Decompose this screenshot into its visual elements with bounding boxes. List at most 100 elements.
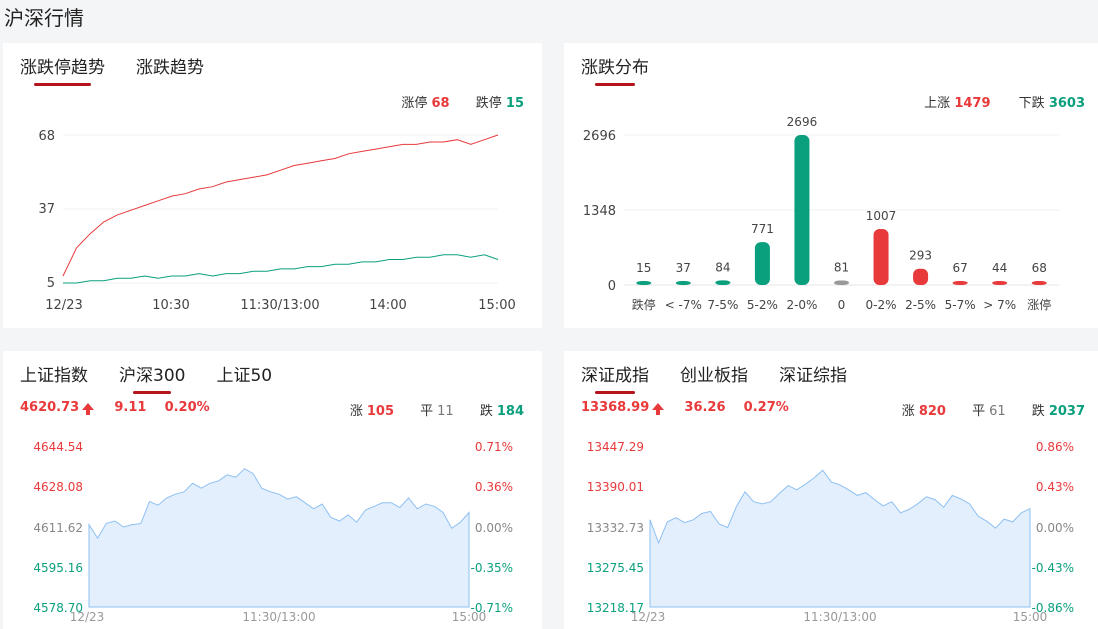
rise-fall-distribution-card: 涨跌分布 上涨 1479 下跌 3603 2696 1348 0 15 跌停 37 <… (564, 43, 1098, 328)
up-count-label: 涨 (349, 404, 363, 419)
category-label: 7-5% (707, 298, 738, 312)
limit-trend-chart: 68 37 5 12/23 10:30 11:30/13:00 14:00 15… (38, 129, 515, 313)
legend-down-value: 15 (505, 96, 524, 111)
x-tick-label: 12/23 (631, 610, 666, 624)
x-tick-label: 12/23 (70, 610, 105, 624)
y-right-label: 0.71% (475, 440, 513, 454)
index-price: 13368.99 (581, 400, 650, 415)
arrow-up-icon (82, 403, 95, 415)
bar-value-label: 771 (751, 222, 774, 236)
legend-up-value: 68 (431, 96, 450, 111)
arrow-up-icon (652, 403, 665, 415)
bar (952, 281, 968, 285)
y-left-label: 4644.54 (33, 440, 83, 454)
tab-csi300[interactable]: 沪深300 (119, 361, 185, 394)
index-change: 36.26 (684, 400, 726, 415)
category-label: > 7% (983, 298, 1016, 312)
trend-tabs: 涨跌停趋势 涨跌趋势 (20, 53, 235, 86)
y-tick-label: 68 (38, 129, 55, 144)
up-count: 105 (366, 404, 394, 419)
x-tick-label: 11:30/13:00 (240, 298, 319, 313)
y-left-label: 4595.16 (33, 561, 83, 575)
x-tick-label: 15:00 (1013, 610, 1048, 624)
category-label: 涨停 (1027, 297, 1051, 312)
distribution-chart: 2696 1348 0 15 跌停 37 < -7% 84 7-5% 771 5-2% 2696… (583, 115, 1059, 312)
y-right-label: -0.35% (471, 561, 513, 575)
x-tick-label: 11:30/13:00 (242, 610, 315, 624)
y-tick-label: 2696 (583, 129, 616, 144)
x-tick-label: 14:00 (369, 298, 406, 313)
flat-count-label: 平 (972, 404, 986, 419)
y-tick-label: 5 (47, 276, 55, 291)
index-quote: 4620.73 9.11 0.20% (20, 400, 224, 415)
bar-value-label: 37 (676, 261, 691, 275)
page-title: 沪深行情 (4, 6, 84, 30)
legend-up-label: 上涨 (924, 96, 951, 111)
bar-value-label: 67 (952, 261, 967, 275)
series-line-limit-down (63, 254, 499, 284)
bar (913, 268, 929, 285)
y-left-label: 13447.29 (587, 440, 644, 454)
bar-value-label: 293 (909, 249, 932, 263)
limit-trend-card: 涨跌停趋势 涨跌趋势 涨停 68 跌停 15 68 37 5 12/23 10:… (3, 43, 542, 328)
y-right-label: -0.43% (1032, 561, 1074, 575)
index-price: 4620.73 (20, 400, 80, 415)
y-left-label: 13390.01 (587, 480, 644, 494)
y-left-label: 4628.08 (33, 480, 83, 494)
y-left-label: 4611.62 (33, 521, 83, 535)
y-tick-label: 37 (38, 202, 55, 217)
legend-down-label: 下跌 (1018, 96, 1045, 111)
index-intraday-chart: 4644.54 4628.08 4611.62 4595.16 4578.70 … (33, 440, 513, 624)
up-count: 820 (918, 404, 946, 419)
tab-sse-composite[interactable]: 上证指数 (20, 366, 88, 386)
breadth-counts: 涨 820 平 61 跌 2037 (892, 400, 1085, 419)
tab-chinext[interactable]: 创业板指 (680, 366, 748, 386)
category-label: 5-2% (747, 298, 778, 312)
dist-legend: 上涨 1479 下跌 3603 (924, 92, 1085, 111)
tab-szse-component[interactable]: 深证成指 (581, 361, 649, 394)
bar (873, 228, 889, 285)
x-tick-label: 15:00 (452, 610, 487, 624)
tab-sse50[interactable]: 上证50 (216, 366, 273, 386)
bar (794, 135, 810, 285)
y-tick-label: 1348 (583, 204, 616, 219)
index-area (88, 468, 470, 608)
flat-count-label: 平 (420, 404, 434, 419)
tab-szse-composite[interactable]: 深证综指 (779, 366, 847, 386)
bar (834, 280, 849, 285)
bar-value-label: 84 (715, 260, 730, 274)
index-tabs: 上证指数 沪深300 上证50 (20, 361, 303, 394)
legend-up-value: 1479 (954, 96, 991, 111)
y-tick-label: 0 (608, 279, 616, 294)
down-count-label: 跌 (479, 404, 493, 419)
y-right-label: 0.36% (475, 480, 513, 494)
x-tick-label: 11:30/13:00 (803, 610, 876, 624)
y-right-label: 0.43% (1036, 480, 1074, 494)
tab-limit-trend[interactable]: 涨跌停趋势 (20, 53, 105, 86)
category-label: 跌停 (632, 297, 656, 312)
index-tabs: 深证成指 创业板指 深证综指 (581, 361, 878, 394)
bar (1031, 281, 1047, 285)
category-label: 5-7% (945, 298, 976, 312)
bar-value-label: 81 (834, 260, 849, 274)
legend-down-label: 跌停 (475, 96, 502, 111)
category-label: < -7% (665, 298, 702, 312)
category-label: 0 (838, 298, 846, 312)
index-card-sh: 上证指数 沪深300 上证50 4620.73 9.11 0.20% 涨 105 … (3, 351, 542, 629)
legend-up-label: 涨停 (401, 96, 428, 111)
category-label: 0-2% (866, 298, 897, 312)
bar (715, 280, 731, 285)
index-change-pct: 0.27% (743, 400, 789, 415)
index-change: 9.11 (114, 400, 147, 415)
down-count: 184 (496, 404, 524, 419)
index-area (649, 469, 1031, 608)
bar-value-label: 1007 (866, 209, 897, 223)
trend-legend: 涨停 68 跌停 15 (401, 92, 524, 111)
bar-value-label: 2696 (787, 115, 818, 129)
bar-value-label: 68 (1032, 261, 1047, 275)
bar-value-label: 15 (636, 261, 651, 275)
tab-distribution[interactable]: 涨跌分布 (581, 53, 649, 86)
tab-rise-fall-trend[interactable]: 涨跌趋势 (136, 58, 204, 78)
bar-value-label: 44 (992, 261, 1007, 275)
y-left-label: 13275.45 (587, 561, 644, 575)
